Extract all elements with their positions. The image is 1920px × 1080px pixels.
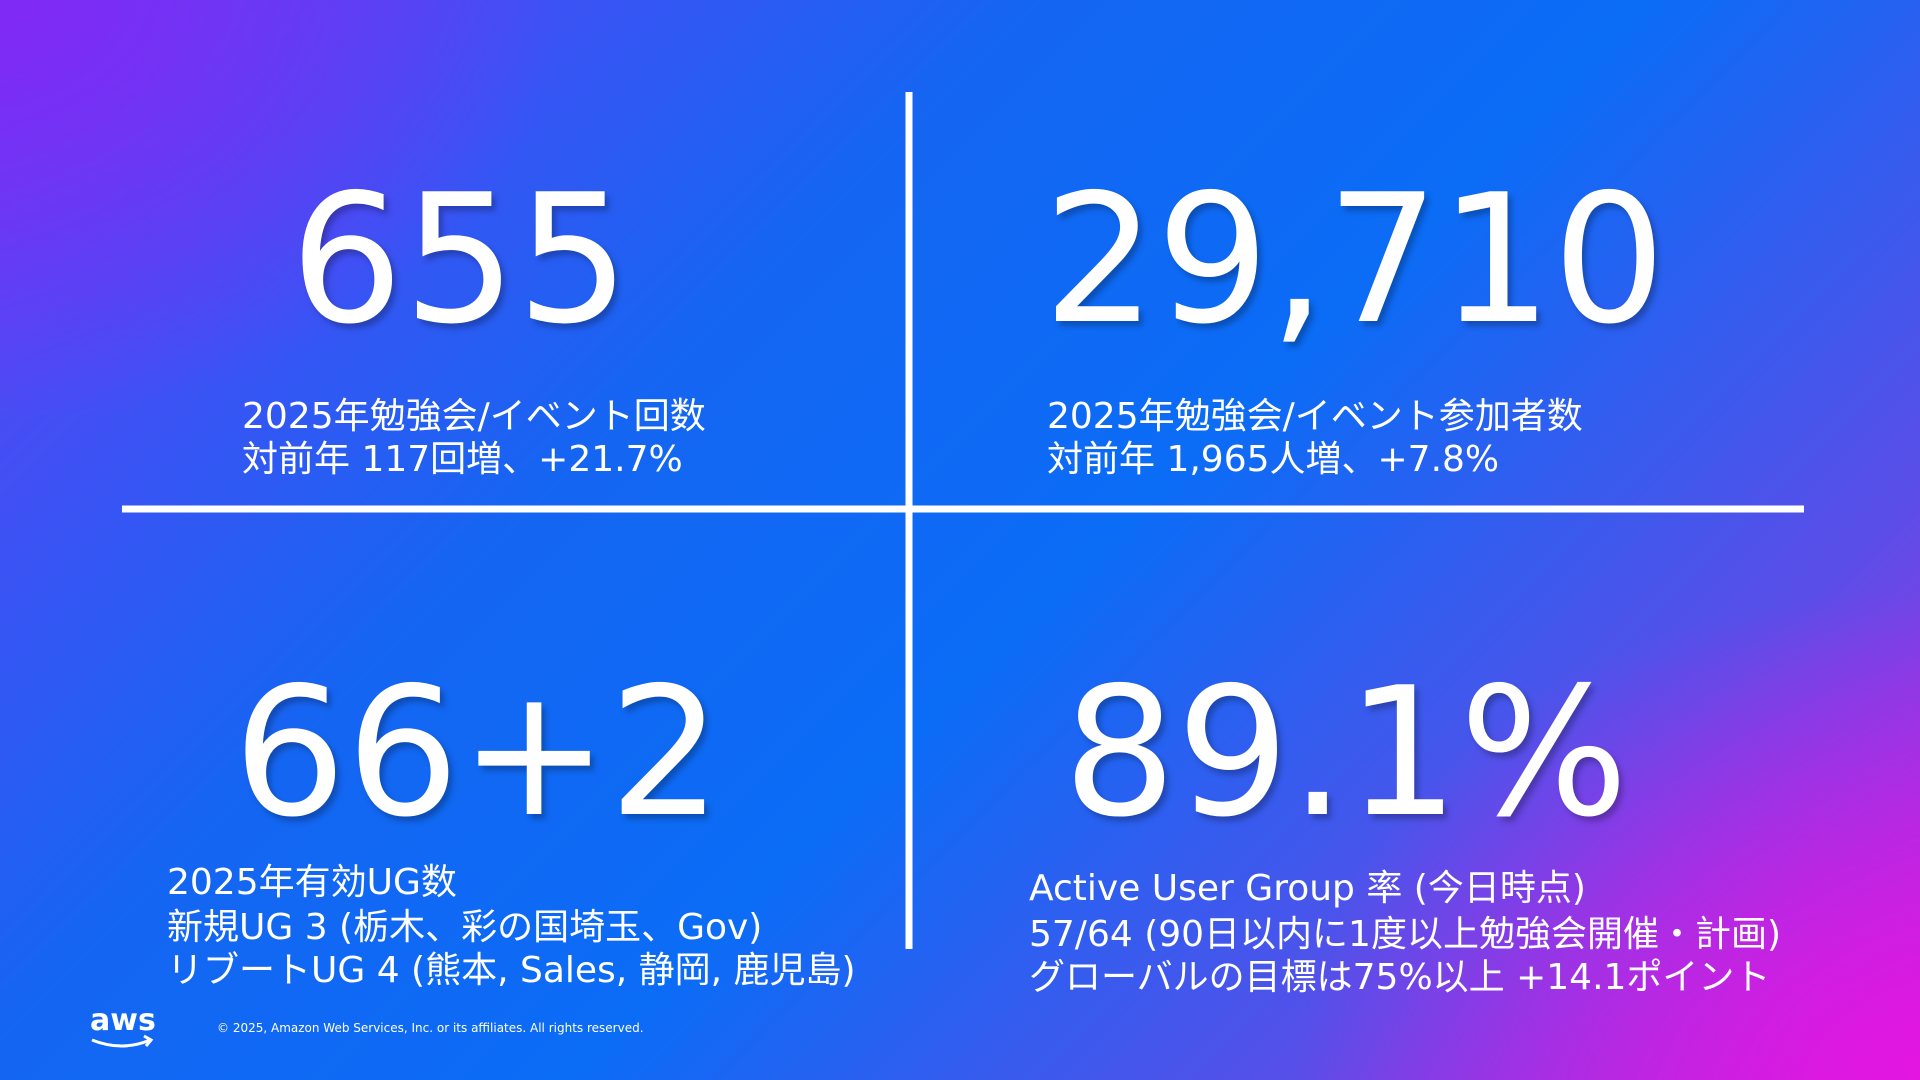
stat-caption: Active User Group 率 (今日時点) (1029, 868, 1586, 909)
stat-caption: グローバルの目標は75%以上 +14.1ポイント (1029, 957, 1770, 998)
aws-logo: aws (90, 1003, 156, 1038)
stat-caption: 2025年有効UG数 (167, 862, 457, 903)
aws-logo-smile (91, 1034, 154, 1048)
stat-caption: 対前年 117回増、+21.7% (242, 439, 683, 480)
stat-value: 29,710 (1043, 156, 1666, 363)
stat-caption: 2025年勉強会/イベント参加者数 (1047, 396, 1583, 437)
stat-value: 655 (290, 156, 630, 363)
stat-caption: 2025年勉強会/イベント回数 (242, 396, 706, 437)
copyright: © 2025, Amazon Web Services, Inc. or its… (217, 1021, 644, 1035)
stat-value: 66+2 (233, 649, 722, 856)
stat-caption: 新規UG 3 (栃木、彩の国埼玉、Gov) (167, 907, 762, 948)
stat-caption: リブートUG 4 (熊本, Sales, 静岡, 鹿児島) (167, 950, 856, 991)
stat-value: 89.1% (1063, 649, 1628, 856)
stat-caption: 57/64 (90日以内に1度以上勉強会開催・計画) (1029, 914, 1781, 955)
stat-caption: 対前年 1,965人増、+7.8% (1047, 439, 1499, 480)
